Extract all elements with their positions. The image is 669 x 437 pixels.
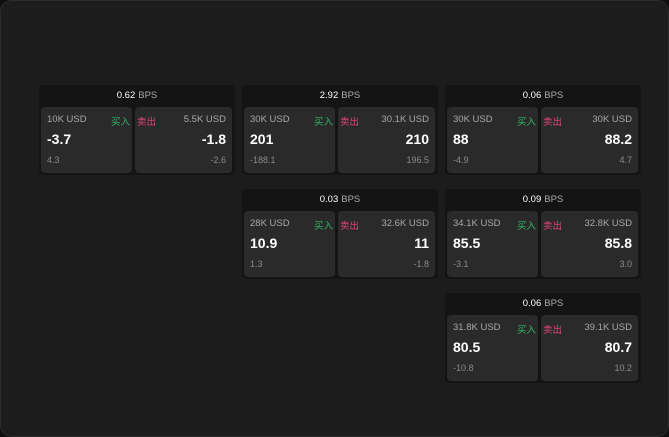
buy-side[interactable]: 30K USD 买入 88 -4.9 [447,107,538,173]
buy-label: 买入 [516,117,536,128]
sell-label: 卖出 [340,221,360,232]
buy-side[interactable]: 34.1K USD 买入 85.5 -3.1 [447,211,538,277]
buy-size: 30K USD [250,114,290,125]
sell-label: 卖出 [340,117,360,128]
buy-side[interactable]: 30K USD 买入 201 -188.1 [244,107,335,173]
sell-label: 卖出 [543,221,563,232]
sell-change: 3.0 [619,259,632,269]
sell-change: 196.5 [406,155,429,165]
buy-size: 28K USD [250,218,290,229]
buy-label: 买入 [516,325,536,336]
spread-header: 0.09 BPS [445,189,641,210]
quote-panel: 0.03 BPS 28K USD 买入 10.9 1.3 卖出 32.6K USD… [242,189,438,279]
spread-header: 0.62 BPS [39,85,235,106]
quote-panel: 0.06 BPS 31.8K USD 买入 80.5 -10.8 卖出 39.1K… [445,293,641,383]
sell-change: -2.6 [210,155,226,165]
sell-side[interactable]: 卖出 39.1K USD 80.7 10.2 [541,315,638,381]
spread-unit: BPS [544,194,564,205]
buy-size: 34.1K USD [453,218,501,229]
spread-value: 0.62 [116,90,136,101]
buy-price: -3.7 [47,131,72,147]
sell-size: 39.1K USD [584,322,632,333]
sell-side[interactable]: 卖出 30K USD 88.2 4.7 [541,107,638,173]
spread-unit: BPS [544,298,564,309]
buy-change: 4.3 [47,155,60,165]
sell-price: -1.8 [201,131,226,147]
buy-label: 买入 [516,221,536,232]
spread-header: 0.03 BPS [242,189,438,210]
sell-size: 30K USD [592,114,632,125]
spread-header: 2.92 BPS [242,85,438,106]
sell-price: 88.2 [604,131,632,147]
sell-price: 210 [405,131,429,147]
sell-change: 4.7 [619,155,632,165]
buy-side[interactable]: 10K USD 买入 -3.7 4.3 [41,107,132,173]
spread-header: 0.06 BPS [445,293,641,314]
sell-price: 11 [414,235,429,251]
buy-label: 买入 [313,117,333,128]
quote-panel: 0.06 BPS 30K USD 买入 88 -4.9 卖出 30K USD 88… [445,85,641,175]
sell-price: 80.7 [604,339,632,355]
sell-size: 32.8K USD [584,218,632,229]
buy-change: -3.1 [453,259,469,269]
spread-header: 0.06 BPS [445,85,641,106]
buy-change: -4.9 [453,155,469,165]
spread-unit: BPS [341,90,361,101]
spread-value: 0.06 [522,298,542,309]
buy-price: 85.5 [453,235,481,251]
sell-size: 30.1K USD [381,114,429,125]
sell-label: 卖出 [543,325,563,336]
sell-size: 5.5K USD [183,114,226,125]
sell-change: 10.2 [614,363,632,373]
sell-price: 85.8 [604,235,632,251]
spread-value: 0.09 [522,194,542,205]
spread-unit: BPS [138,90,158,101]
buy-price: 80.5 [453,339,481,355]
sell-side[interactable]: 卖出 5.5K USD -1.8 -2.6 [135,107,232,173]
buy-change: -10.8 [453,363,474,373]
spread-unit: BPS [544,90,564,101]
buy-label: 买入 [110,117,130,128]
sell-size: 32.6K USD [381,218,429,229]
sell-label: 卖出 [543,117,563,128]
spread-value: 2.92 [319,90,339,101]
buy-price: 10.9 [250,235,278,251]
buy-label: 买入 [313,221,333,232]
buy-price: 88 [453,131,469,147]
buy-size: 30K USD [453,114,493,125]
spread-value: 0.03 [319,194,339,205]
quote-panel: 0.09 BPS 34.1K USD 买入 85.5 -3.1 卖出 32.8K … [445,189,641,279]
buy-size: 31.8K USD [453,322,501,333]
sell-label: 卖出 [137,117,157,128]
buy-change: 1.3 [250,259,263,269]
buy-price: 201 [250,131,274,147]
buy-size: 10K USD [47,114,87,125]
quote-panel: 2.92 BPS 30K USD 买入 201 -188.1 卖出 30.1K U… [242,85,438,175]
sell-change: -1.8 [413,259,429,269]
spread-unit: BPS [341,194,361,205]
sell-side[interactable]: 卖出 30.1K USD 210 196.5 [338,107,435,173]
buy-change: -188.1 [250,155,276,165]
quote-panel: 0.62 BPS 10K USD 买入 -3.7 4.3 卖出 5.5K USD … [39,85,235,175]
buy-side[interactable]: 28K USD 买入 10.9 1.3 [244,211,335,277]
buy-side[interactable]: 31.8K USD 买入 80.5 -10.8 [447,315,538,381]
spread-value: 0.06 [522,90,542,101]
sell-side[interactable]: 卖出 32.6K USD 11 -1.8 [338,211,435,277]
sell-side[interactable]: 卖出 32.8K USD 85.8 3.0 [541,211,638,277]
